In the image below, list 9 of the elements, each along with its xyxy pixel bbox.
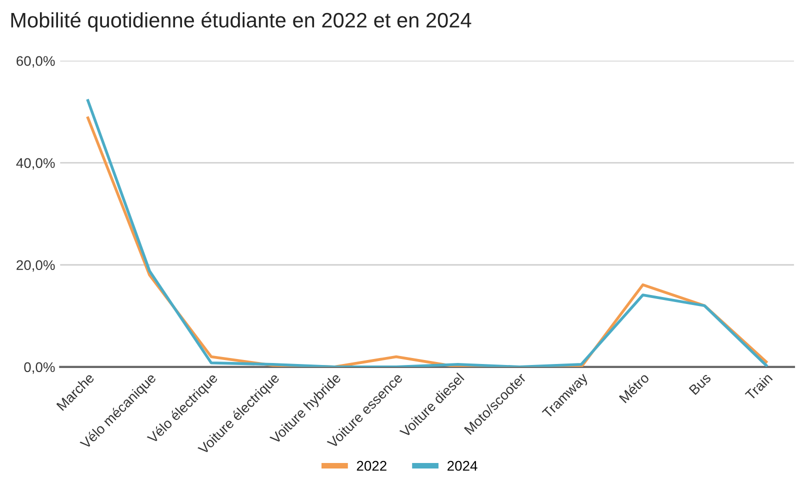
x-tick-label: Bus (688, 372, 712, 396)
y-tick-label: 0,0% (24, 362, 55, 374)
legend-label: 2024 (448, 460, 478, 471)
y-tick-label: 60,0% (16, 56, 55, 68)
legend-label: 2022 (356, 460, 386, 471)
y-tick-label: 40,0% (16, 158, 55, 170)
y-tick-label: 20,0% (16, 260, 55, 272)
chart-title: Mobilité quotidienne étudiante en 2022 et en 2024 (11, 12, 472, 32)
x-tick-label: Train (744, 372, 773, 401)
